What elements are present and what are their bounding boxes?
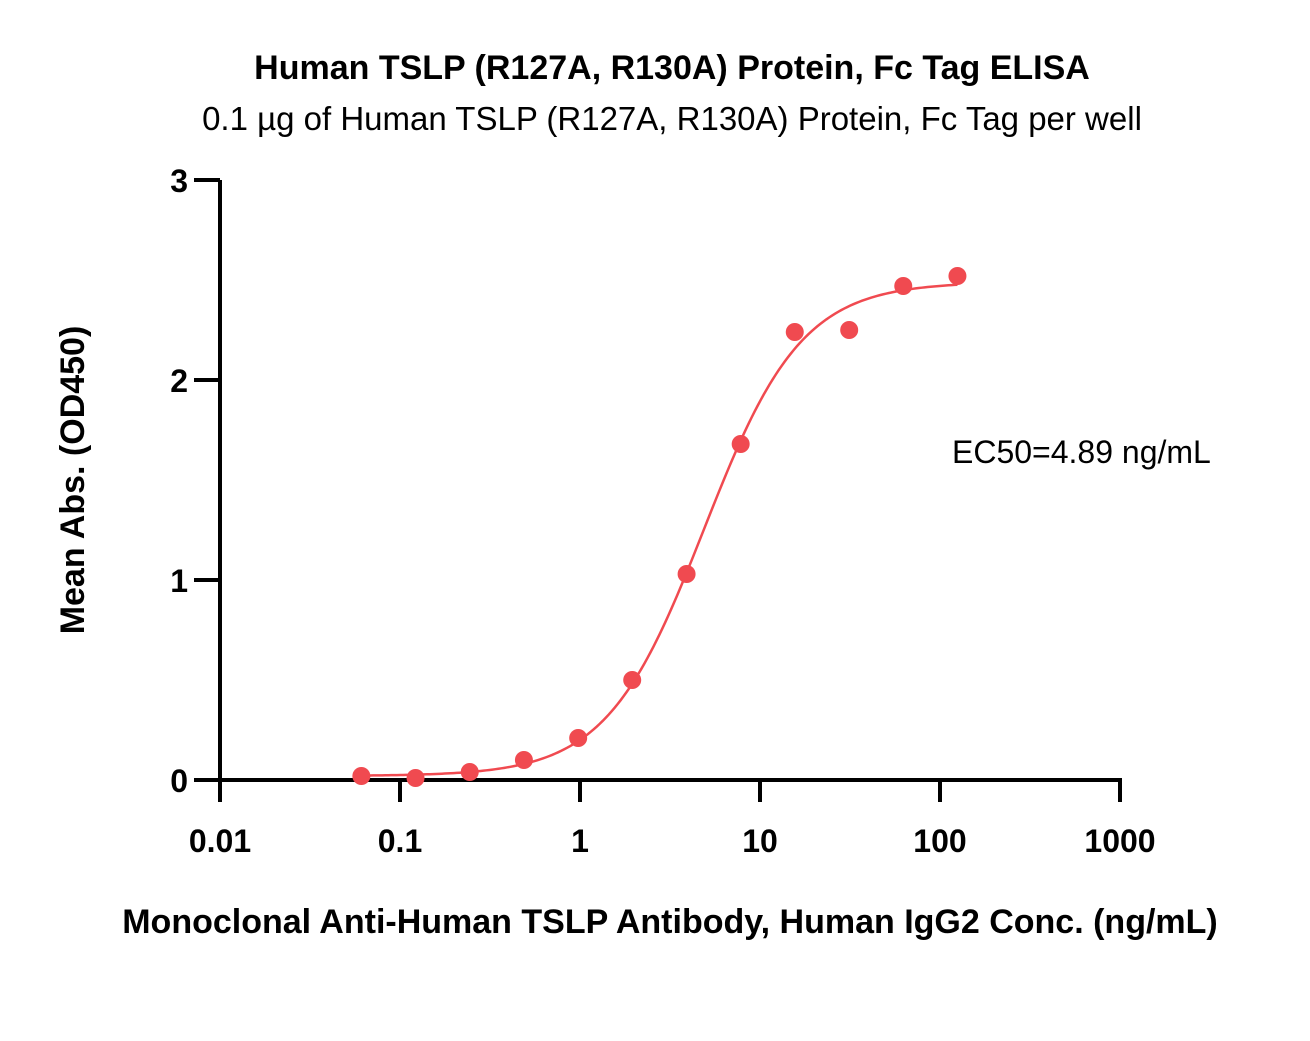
data-points	[352, 267, 967, 787]
data-point	[569, 729, 588, 747]
data-point	[840, 321, 859, 339]
x-tick-label: 100	[913, 823, 966, 859]
chart-subtitle: 0.1 µg of Human TSLP (R127A, R130A) Prot…	[202, 100, 1142, 137]
x-tick-label: 0.1	[378, 823, 422, 859]
data-point	[352, 767, 371, 785]
data-point	[460, 763, 479, 781]
data-point	[623, 671, 642, 689]
chart-title: Human TSLP (R127A, R130A) Protein, Fc Ta…	[254, 49, 1090, 87]
data-point	[677, 565, 696, 583]
y-tick-label: 1	[170, 563, 188, 599]
data-point	[731, 435, 750, 453]
y-tick-label: 2	[170, 363, 188, 399]
data-point	[406, 769, 425, 787]
x-axis-label: Monoclonal Anti-Human TSLP Antibody, Hum…	[122, 903, 1218, 941]
fit-curve	[361, 283, 958, 777]
x-tick-label: 10	[742, 823, 778, 859]
x-tick-label: 1000	[1084, 823, 1155, 859]
data-point	[948, 267, 967, 285]
y-axis-label: Mean Abs. (OD450)	[54, 326, 92, 635]
y-axis-ticks: 0 1 2 3	[170, 163, 220, 799]
data-point	[514, 751, 533, 769]
data-point	[785, 323, 804, 341]
x-tick-label: 0.01	[189, 823, 251, 859]
y-tick-label: 0	[170, 763, 188, 799]
x-tick-label: 1	[571, 823, 589, 859]
x-axis-ticks: 0.01 0.1 1 10 100 1000	[189, 780, 1156, 859]
ec50-annotation: EC50=4.89 ng/mL	[952, 434, 1211, 470]
data-point	[894, 277, 913, 295]
axes	[218, 180, 1122, 782]
y-tick-label: 3	[170, 163, 188, 199]
